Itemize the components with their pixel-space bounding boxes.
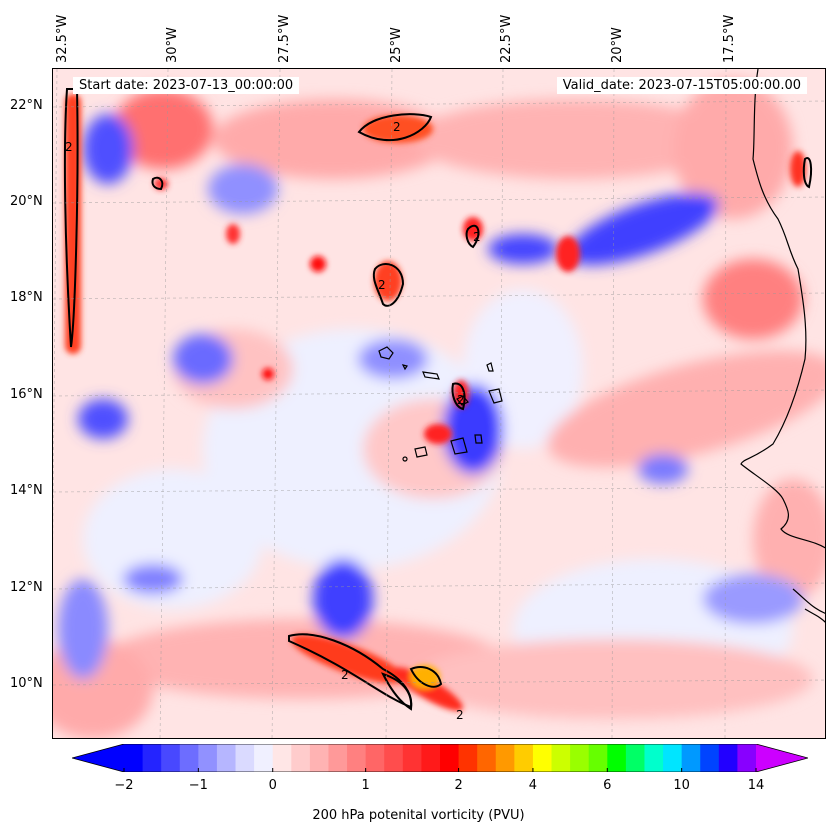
pv-map: 2 2 2 2 2 2 2	[52, 68, 826, 739]
pv-2-contours	[63, 88, 813, 711]
lon-label-20w: 20°W	[610, 27, 625, 63]
colorbar-segment	[477, 744, 497, 772]
colorbar-segment	[663, 744, 683, 772]
start-date-label: Start date: 2023-07-13_00:00:00	[73, 77, 300, 94]
colorbar-segment	[328, 744, 348, 772]
lon-label-27-5w: 27.5°W	[277, 14, 292, 63]
cape-verde-islands	[378, 346, 503, 462]
colorbar-segment	[588, 744, 608, 772]
colorbar-tick-label: 10	[673, 778, 690, 793]
colorbar-tick-label: −2	[114, 778, 134, 793]
colorbar-segment	[309, 744, 329, 772]
colorbar-segment	[254, 744, 274, 772]
colorbar-segment	[216, 744, 237, 772]
colorbar-label: 200 hPa potenital vorticity (PVU)	[312, 808, 525, 823]
colorbar-segment	[440, 744, 460, 772]
lat-label-12n: 12°N	[10, 580, 43, 595]
colorbar-segment	[402, 744, 422, 772]
colorbar-segment	[198, 744, 218, 772]
lat-label-18n: 18°N	[10, 290, 43, 305]
colorbar-segment	[532, 744, 553, 772]
lon-label-25w: 25°W	[389, 27, 404, 63]
colorbar-segment	[235, 744, 255, 772]
colorbar-tick-label: 0	[268, 778, 277, 793]
colorbar-segment	[607, 744, 627, 772]
contour-label: 2	[65, 140, 73, 154]
valid-date-label: Valid_date: 2023-07-15T05:00:00.00	[556, 77, 807, 94]
colorbar-segment	[625, 744, 645, 772]
colorbar-segment	[124, 744, 144, 772]
colorbar-tick-label: −1	[188, 778, 208, 793]
colorbar-tick-label: 2	[454, 778, 463, 793]
lat-label-14n: 14°N	[10, 483, 43, 498]
contour-label: 2	[341, 668, 349, 682]
colorbar-segment	[384, 744, 404, 772]
colorbar-segment	[551, 744, 571, 772]
colorbar-segment	[161, 744, 181, 772]
lon-label-32-5w: 32.5°W	[55, 14, 70, 63]
colorbar-segment	[570, 744, 590, 772]
colorbar-segment	[421, 744, 441, 772]
colorbar-segment	[347, 744, 367, 772]
coastline	[740, 69, 825, 623]
colorbar-segment	[179, 744, 199, 772]
colorbar	[72, 744, 808, 772]
colorbar-tick-label: 1	[361, 778, 370, 793]
lat-label-16n: 16°N	[10, 387, 43, 402]
lat-label-10n: 10°N	[10, 676, 43, 691]
colorbar-tick-label: 4	[528, 778, 538, 793]
pv-background-field	[53, 79, 825, 738]
lat-label-22n: 22°N	[10, 98, 43, 113]
colorbar-segment	[272, 744, 292, 772]
graticule	[53, 69, 825, 738]
colorbar-tick-label: 14	[747, 778, 765, 793]
colorbar-segment	[291, 744, 311, 772]
contour-label: 2	[473, 230, 481, 244]
contour-label: 2	[457, 393, 465, 407]
colorbar-under-extension	[72, 744, 124, 772]
colorbar-segment	[681, 744, 701, 772]
contour-label: 2	[393, 120, 401, 134]
lon-label-22-5w: 22.5°W	[499, 14, 514, 63]
colorbar-over-extension	[756, 744, 808, 772]
lat-label-20n: 20°N	[10, 194, 43, 209]
colorbar-segment	[142, 744, 162, 772]
lon-label-17-5w: 17.5°W	[722, 14, 737, 63]
colorbar-segment	[644, 744, 664, 772]
pv-field: 2 2 2 2 2 2 2	[53, 69, 825, 738]
colorbar-segment	[458, 744, 478, 772]
colorbar-segment	[495, 744, 515, 772]
colorbar-segment	[365, 744, 385, 772]
colorbar-tick-label: 6	[603, 778, 612, 793]
lon-label-30w: 30°W	[165, 27, 180, 63]
colorbar-segment	[718, 744, 738, 772]
colorbar-segment	[700, 744, 720, 772]
contour-label: 2	[456, 708, 464, 722]
colorbar-segment	[737, 744, 757, 772]
colorbar-segment	[514, 744, 534, 772]
contour-label: 2	[378, 278, 386, 292]
